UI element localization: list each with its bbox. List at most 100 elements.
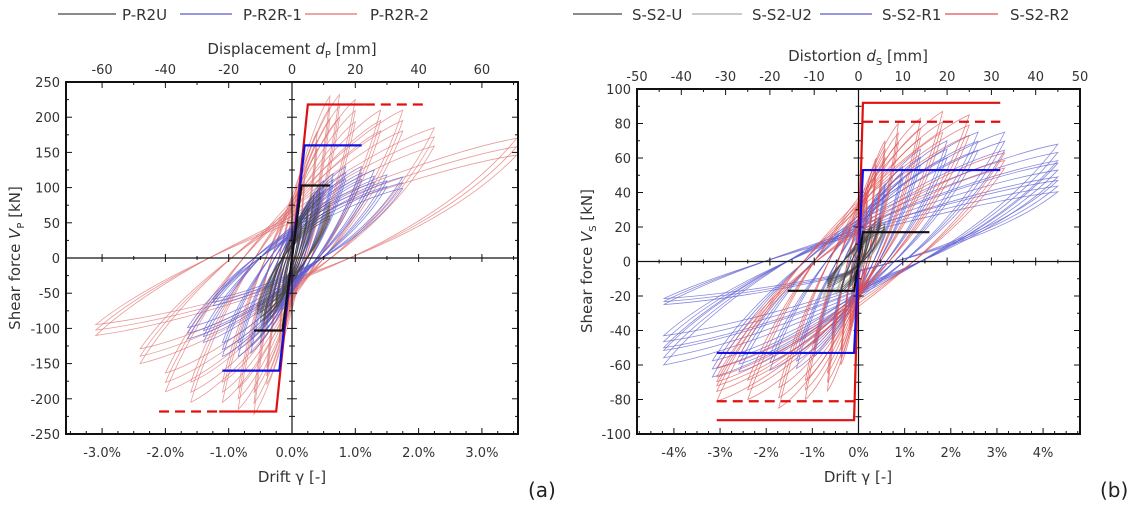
legend-label-p-r2r-2: P-R2R-2: [370, 6, 429, 24]
top-tick-label: 20: [939, 70, 956, 85]
top-axis-title-a: Displacement dP [mm]: [207, 40, 376, 61]
hysteresis-loop: [237, 178, 347, 344]
top-tick-label: -60: [91, 63, 112, 78]
legend-label-p-r2r-1: P-R2R-1: [243, 6, 302, 24]
y-tick-label: -50: [39, 287, 60, 302]
hysteresis-loop: [237, 165, 347, 358]
y-tick-label: 80: [614, 118, 631, 133]
top-tick-label: 60: [474, 63, 491, 78]
y-axis-title-a: Shear force VP [kN]: [6, 186, 27, 330]
hysteresis-loop: [202, 181, 376, 332]
bottom-tick-label: 2.0%: [402, 446, 435, 461]
y-tick-label: -20: [610, 290, 631, 305]
hysteresis-loop: [716, 114, 970, 402]
bottom-tick-label: 0%: [848, 446, 869, 461]
bottom-tick-label: -1%: [800, 446, 825, 461]
bottom-tick-label: 3.0%: [465, 446, 498, 461]
bottom-axis-title-b: Drift γ [-]: [824, 468, 892, 486]
bottom-tick-label: -2%: [754, 446, 779, 461]
y-tick-label: 200: [35, 111, 60, 126]
hysteresis-loop: [747, 131, 944, 381]
panel-label-a: (a): [528, 478, 556, 502]
series-p-r2u: [256, 186, 331, 326]
y-tick-label: 0: [52, 252, 60, 267]
top-tick-label: 10: [895, 70, 912, 85]
hysteresis-loop: [769, 140, 948, 371]
bottom-tick-label: -3.0%: [83, 446, 121, 461]
top-tick-label: 50: [1072, 70, 1089, 85]
top-tick-label: -40: [155, 63, 176, 78]
bottom-tick-label: 1%: [894, 446, 915, 461]
bottom-tick-label: 2%: [940, 446, 961, 461]
hysteresis-loop: [202, 175, 376, 338]
hysteresis-loop: [747, 121, 944, 391]
top-tick-label: 30: [983, 70, 1000, 85]
hysteresis-loop: [259, 200, 331, 323]
legend-label-p-r2u: P-R2U: [122, 6, 167, 24]
top-tick-label: 40: [410, 63, 427, 78]
hysteresis-loop: [266, 147, 318, 369]
y-tick-label: 100: [606, 83, 631, 98]
bottom-tick-label: 0.0%: [275, 446, 308, 461]
hysteresis-loop: [281, 226, 303, 290]
hysteresis-curves: [94, 93, 518, 416]
hysteresis-loop: [256, 217, 331, 308]
hysteresis-loop: [256, 211, 331, 316]
hysteresis-loop: [715, 159, 1006, 378]
hysteresis-loop: [813, 165, 904, 358]
hysteresis-loop: [778, 117, 922, 409]
idealized-line: [254, 184, 330, 332]
hysteresis-loop: [202, 169, 376, 344]
bottom-tick-label: 4%: [1033, 446, 1054, 461]
top-tick-label: -20: [759, 70, 780, 85]
top-tick-label: -10: [804, 70, 825, 85]
legend-label-s-s2-u2: S-S2-U2: [752, 6, 812, 24]
hysteresis-loop: [190, 109, 382, 404]
top-tick-label: -40: [671, 70, 692, 85]
bottom-tick-label: -3%: [707, 446, 732, 461]
top-tick-label: -50: [626, 70, 647, 85]
hysteresis-loop: [826, 228, 886, 280]
hysteresis-loop: [747, 110, 944, 401]
hysteresis-loop: [221, 165, 363, 358]
bottom-tick-label: -4%: [661, 446, 686, 461]
top-tick-label: 0: [854, 70, 862, 85]
y-tick-label: -200: [30, 393, 60, 408]
hysteresis-loop: [221, 172, 363, 351]
hysteresis-loop: [237, 172, 347, 351]
top-tick-label: 20: [347, 63, 364, 78]
y-axis-title-b: Shear force VS [kN]: [578, 189, 599, 333]
legend-label-s-s2-u: S-S2-U: [632, 6, 682, 24]
hysteresis-curves: [662, 110, 1060, 409]
series-p-r2r-2: [94, 93, 518, 416]
y-tick-label: 0: [623, 256, 631, 271]
idealized-line: [787, 231, 930, 292]
legend-label-s-s2-r1: S-S2-R1: [882, 6, 941, 24]
hysteresis-loop: [190, 119, 382, 393]
y-tick-label: -100: [30, 322, 60, 337]
y-tick-label: -60: [610, 359, 631, 374]
top-tick-label: -20: [218, 63, 239, 78]
hysteresis-loop: [662, 176, 1059, 337]
y-tick-label: -250: [30, 428, 60, 443]
top-tick-label: 40: [1027, 70, 1044, 85]
hysteresis-loop: [715, 167, 1006, 369]
bottom-tick-label: -1.0%: [210, 446, 248, 461]
y-tick-label: 20: [614, 221, 631, 236]
hysteresis-loop: [94, 154, 518, 326]
top-tick-label: -30: [715, 70, 736, 85]
hysteresis-loop: [186, 174, 388, 340]
y-tick-label: 250: [35, 76, 60, 91]
y-tick-label: 150: [35, 146, 60, 161]
hysteresis-loop: [186, 185, 388, 329]
hysteresis-loop: [715, 152, 1006, 387]
hysteresis-loop: [259, 204, 331, 318]
y-tick-label: -40: [610, 325, 631, 340]
hysteresis-loop: [256, 214, 331, 312]
y-tick-label: -100: [601, 428, 631, 443]
y-tick-label: 40: [614, 187, 631, 202]
hysteresis-loop: [849, 238, 868, 285]
top-axis-title-b: Distortion dS [mm]: [788, 47, 928, 68]
y-tick-label: 100: [35, 182, 60, 197]
bottom-axis-title-a: Drift γ [-]: [258, 468, 326, 486]
